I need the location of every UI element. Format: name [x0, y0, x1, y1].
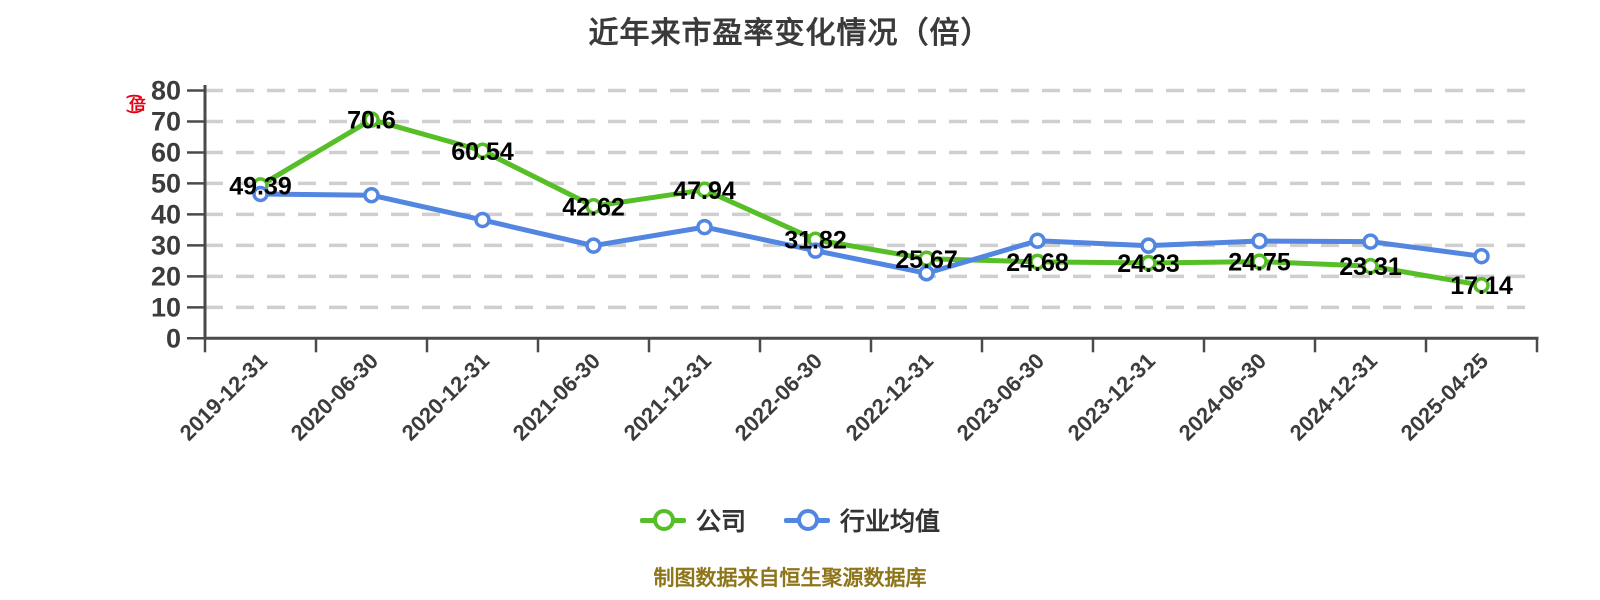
data-point-label: 25.67: [895, 246, 958, 274]
x-axis-label: 2024-12-31: [1285, 348, 1382, 445]
x-axis-label: 2023-12-31: [1063, 348, 1160, 445]
data-point-label: 24.75: [1228, 249, 1291, 277]
data-point-marker: [696, 218, 713, 236]
data-point-marker: [474, 142, 491, 160]
data-point-marker: [1251, 253, 1268, 270]
y-axis-tick-label: 60: [151, 137, 181, 167]
data-source-note: 制图数据来自恒生聚源数据库: [653, 567, 927, 590]
industry-series-marker-icon: [784, 509, 830, 531]
x-axis-label: 2020-06-30: [286, 348, 383, 445]
data-point-label: 49.39: [229, 172, 292, 200]
legend-item-company[interactable]: 公司: [639, 502, 746, 538]
data-point-marker: [363, 186, 380, 204]
legend-item-industry[interactable]: 行业均值: [784, 502, 940, 538]
x-axis-label: 2021-06-30: [508, 348, 605, 445]
x-axis-label: 2024-06-30: [1174, 348, 1271, 445]
y-axis-unit-label: (倍): [126, 94, 145, 113]
data-point-marker: [585, 198, 602, 215]
data-point-marker: [807, 242, 824, 259]
legend-label-industry: 行业均值: [840, 508, 941, 536]
data-point-marker: [1473, 247, 1490, 265]
data-point-marker: [1473, 276, 1490, 294]
x-axis-label: 2020-12-31: [397, 348, 494, 445]
data-point-marker: [1140, 237, 1157, 254]
data-point-marker: [918, 265, 935, 282]
data-point-label: 17.14: [1450, 272, 1513, 300]
x-axis-label: 2022-06-30: [730, 348, 827, 445]
data-point-marker: [1362, 233, 1379, 250]
y-axis-tick-label: 70: [151, 106, 181, 136]
x-axis-label: 2023-06-30: [952, 348, 1049, 445]
y-axis-tick-label: 10: [151, 292, 181, 322]
legend-label-company: 公司: [695, 508, 746, 536]
data-point-label: 47.94: [673, 177, 736, 205]
chart-title: 近年来市盈率变化情况（倍）: [588, 17, 992, 50]
y-axis-tick-label: 20: [151, 261, 181, 291]
data-point-marker: [1251, 232, 1268, 250]
data-point-label: 23.31: [1339, 253, 1402, 281]
data-point-label: 60.54: [451, 138, 514, 166]
company-series-line: [258, 117, 1484, 288]
y-axis-tick-label: 80: [151, 76, 181, 106]
x-axis-label: 2019-12-31: [175, 348, 272, 445]
data-point-marker: [252, 185, 269, 203]
data-point-marker: [474, 211, 491, 229]
x-axis-label: 2021-12-31: [619, 348, 716, 445]
x-axis-label: 2025-04-25: [1396, 348, 1493, 445]
legend: 公司 行业均值: [0, 502, 1580, 538]
data-point-marker: [696, 181, 713, 199]
data-point-marker: [363, 111, 380, 128]
x-axis-label: 2022-12-31: [841, 348, 938, 445]
company-series-marker-icon: [639, 509, 686, 531]
data-point-marker: [1140, 254, 1157, 272]
data-point-label: 24.68: [1006, 249, 1069, 277]
y-axis-tick-label: 0: [166, 323, 181, 353]
data-point-label: 24.33: [1117, 250, 1180, 278]
data-point-label: 31.82: [784, 227, 847, 255]
data-point-label: 42.62: [562, 193, 625, 221]
data-point-marker: [1029, 232, 1046, 249]
y-axis-tick-label: 40: [151, 199, 181, 229]
data-point-label: 70.6: [347, 107, 396, 135]
data-point-marker: [585, 237, 602, 254]
data-point-marker: [1029, 253, 1046, 271]
y-axis-tick-label: 30: [151, 230, 181, 260]
y-axis-tick-label: 50: [151, 168, 181, 198]
industry-series-line: [258, 191, 1484, 276]
data-point-marker: [1362, 257, 1379, 275]
